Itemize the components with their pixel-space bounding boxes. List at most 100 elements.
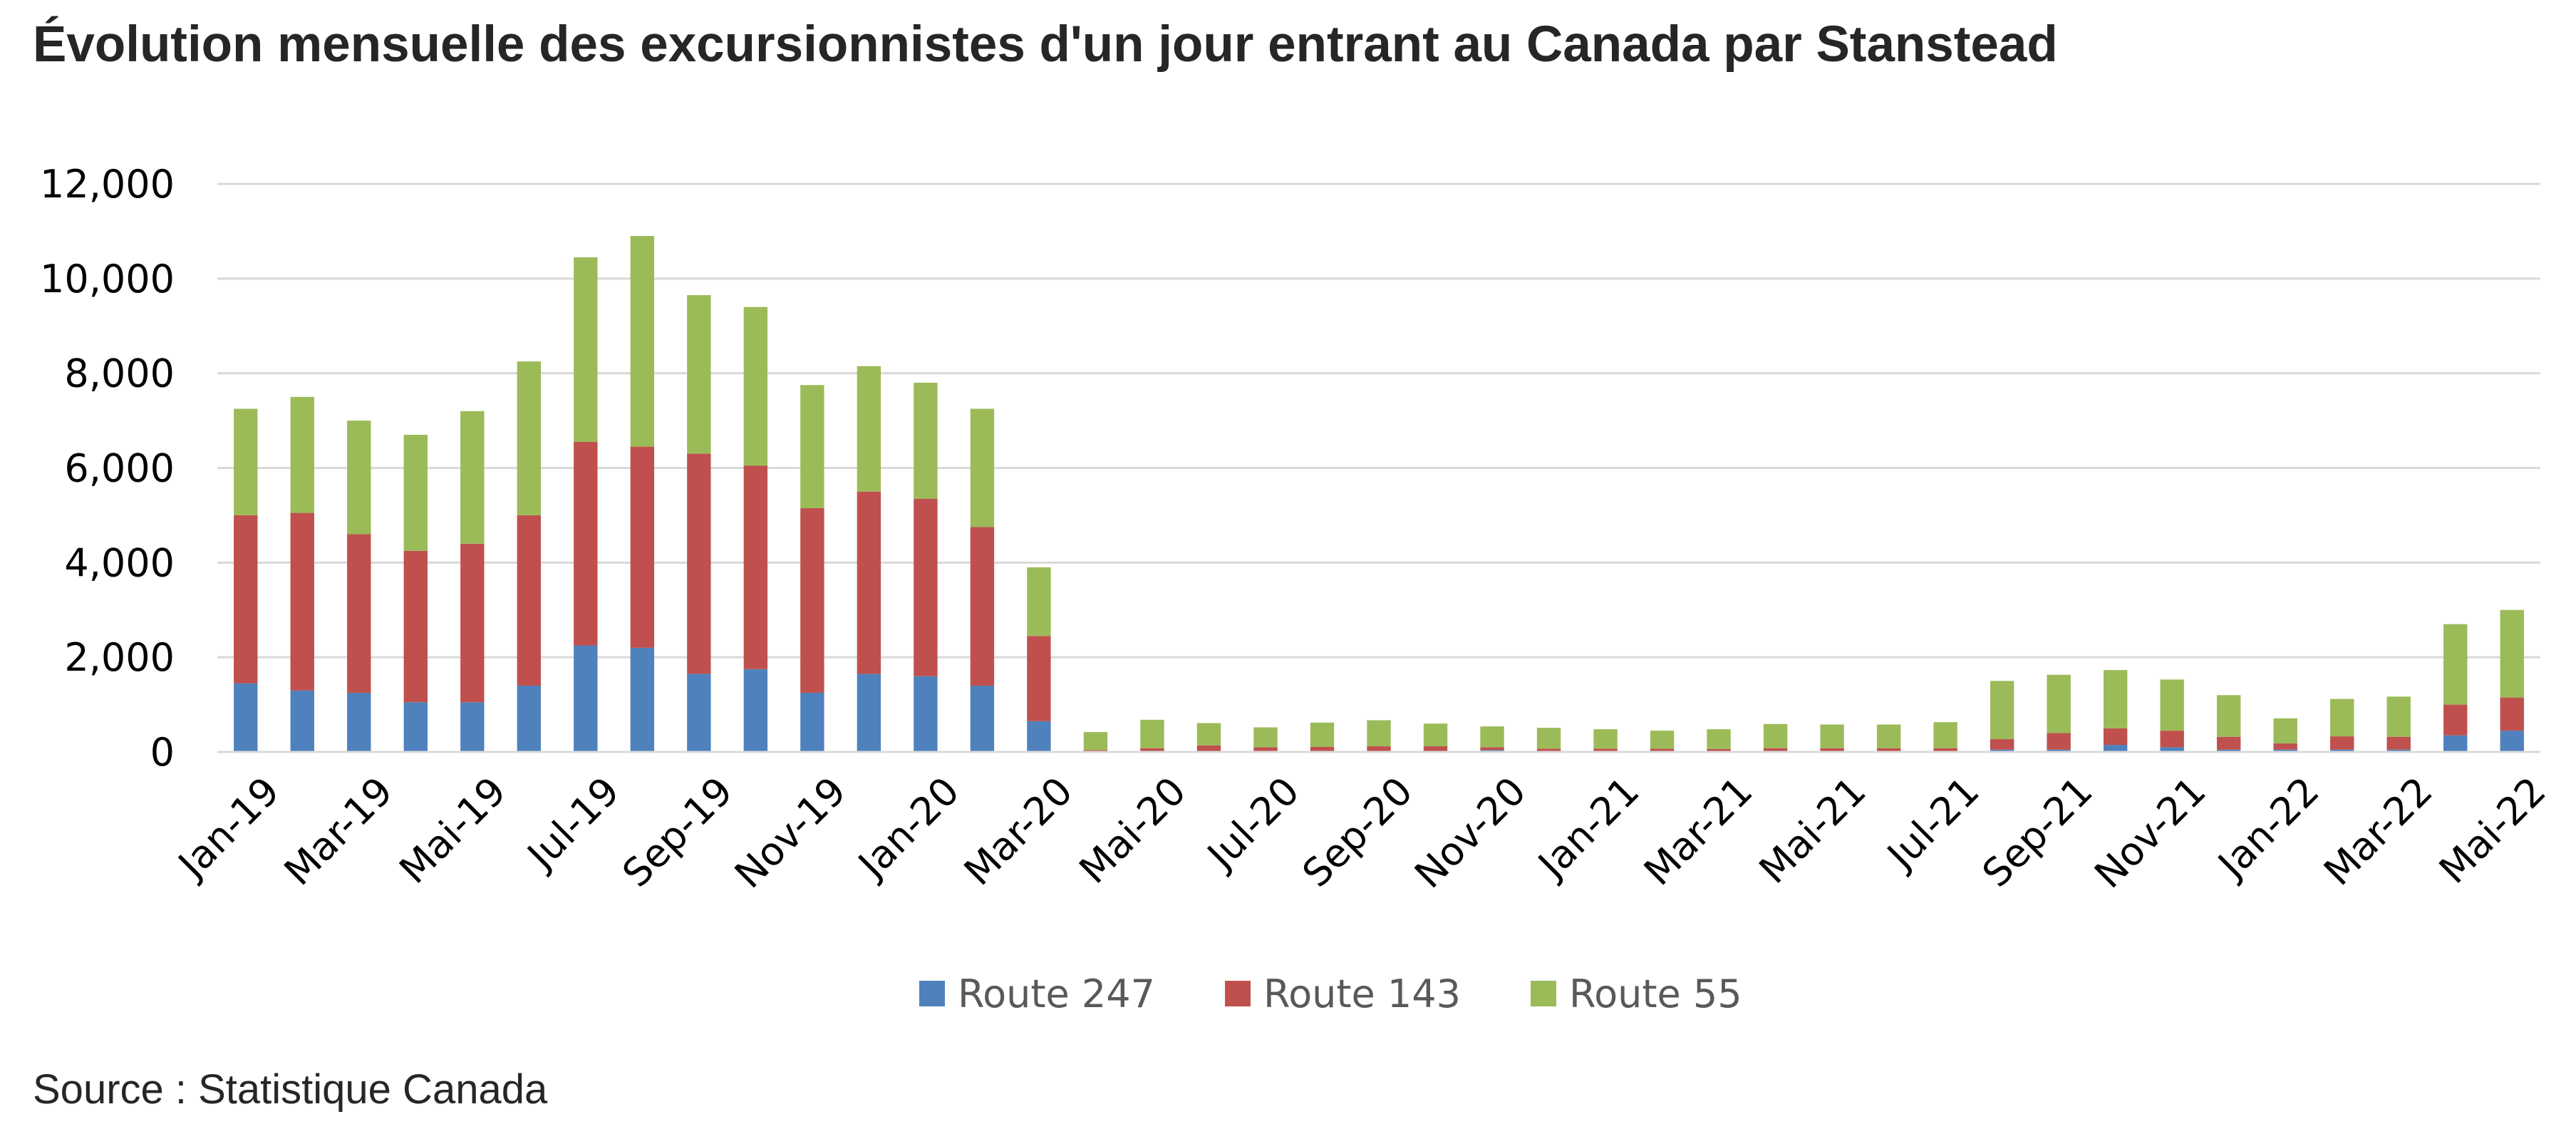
bar-route-247 [2160,747,2184,752]
bar-route-143 [1423,746,1448,751]
legend-label: Route 143 [1263,971,1461,1016]
bar-route-55 [2500,609,2524,698]
bar-route-55 [1140,719,1164,748]
y-tick-label: 12,000 [40,162,175,207]
x-tick-label: Mar-19 [276,768,402,895]
bar-route-247 [2443,735,2468,752]
x-tick-label: Mai-21 [1751,768,1875,892]
bar-route-247 [234,683,258,752]
y-tick-label: 6,000 [64,446,175,491]
bar-route-247 [630,647,655,752]
bar-route-247 [347,692,371,752]
bar-route-55 [1820,724,1844,748]
bar-route-143 [2500,697,2524,731]
bar-route-143 [2216,736,2241,750]
bar-route-143 [1196,745,1221,751]
bar-route-143 [1990,739,2014,750]
bar-route-143 [347,534,371,693]
legend-swatch [919,981,945,1006]
bar-route-247 [290,690,314,752]
bar-route-55 [234,408,258,515]
bar-route-143 [1140,748,1164,751]
bar-route-55 [1763,723,1788,748]
bar-route-143 [2160,731,2184,748]
bar-route-55 [460,411,485,544]
bar-route-143 [234,515,258,684]
bar-route-55 [1593,729,1618,749]
bar-route-143 [1480,747,1504,751]
bar-route-247 [970,686,995,752]
bar-route-247 [2103,745,2128,752]
bar-route-55 [290,396,314,513]
bar-route-247 [1027,721,1051,752]
x-tick-label: Jan-20 [848,768,968,888]
bar-route-143 [743,465,768,669]
bar-route-55 [970,408,995,527]
bar-route-143 [517,515,542,686]
bar-route-143 [800,507,824,693]
bar-route-143 [1593,748,1618,751]
x-tick-label: Mai-22 [2431,768,2555,892]
bar-route-55 [403,435,428,551]
bar-route-247 [743,669,768,752]
bar-route-247 [460,702,485,752]
bar-route-143 [1253,747,1278,751]
bar-route-55 [1196,723,1221,746]
y-tick-label: 4,000 [64,540,175,585]
bar-route-247 [574,645,598,752]
x-tick-label: Nov-21 [2086,768,2214,897]
bar-route-247 [2386,749,2411,752]
bar-route-143 [1536,748,1561,751]
bar-route-143 [574,441,598,646]
bar-route-143 [857,491,881,674]
bar-route-55 [2216,695,2241,737]
x-tick-label: Jul-19 [517,768,628,879]
bar-route-247 [517,686,542,752]
bar-route-247 [687,674,711,752]
bar-route-143 [1933,748,1957,751]
bar-route-55 [1536,728,1561,749]
y-tick-label: 8,000 [64,351,175,396]
x-tick-label: Nov-20 [1406,768,1534,897]
y-tick-label: 0 [150,730,175,775]
bar-route-143 [970,527,995,686]
bar-route-143 [630,446,655,648]
bar-route-143 [1707,749,1731,751]
bar-route-55 [800,385,824,508]
bar-route-247 [2216,749,2241,752]
bar-route-143 [914,498,938,676]
bar-route-143 [1876,748,1901,751]
bar-route-55 [2330,699,2354,737]
x-tick-label: Sep-21 [1974,768,2101,896]
x-tick-label: Jul-21 [1877,768,1987,879]
legend: Route 247 Route 143 Route 55 [919,971,1742,1016]
gridlines [217,182,2540,753]
bar-route-143 [687,453,711,674]
bar-route-247 [2500,731,2524,752]
bars [234,236,2524,752]
legend-label: Route 247 [958,971,1155,1016]
x-tick-label: Nov-19 [726,768,854,897]
bar-route-55 [1083,732,1108,751]
chart-title: Évolution mensuelle des excursionnistes … [33,16,2058,73]
bar-route-55 [687,295,711,454]
x-tick-label: Mar-21 [1635,768,1762,895]
bar-route-143 [1310,746,1335,751]
bar-route-143 [1367,746,1391,751]
x-tick-label: Mar-22 [2315,768,2441,895]
bar-route-143 [2330,736,2354,750]
bar-route-143 [1820,748,1844,751]
bar-route-55 [914,382,938,499]
bar-route-55 [574,257,598,442]
bar-route-55 [2047,674,2071,733]
bar-route-55 [2386,696,2411,737]
bar-route-55 [1876,724,1901,748]
bar-route-143 [1027,636,1051,721]
bar-route-143 [1083,750,1108,751]
bar-route-55 [2443,624,2468,705]
bar-route-247 [2273,749,2297,752]
bar-route-247 [800,692,824,752]
bar-route-55 [1367,720,1391,747]
x-tick-label: Mai-20 [1071,768,1195,892]
